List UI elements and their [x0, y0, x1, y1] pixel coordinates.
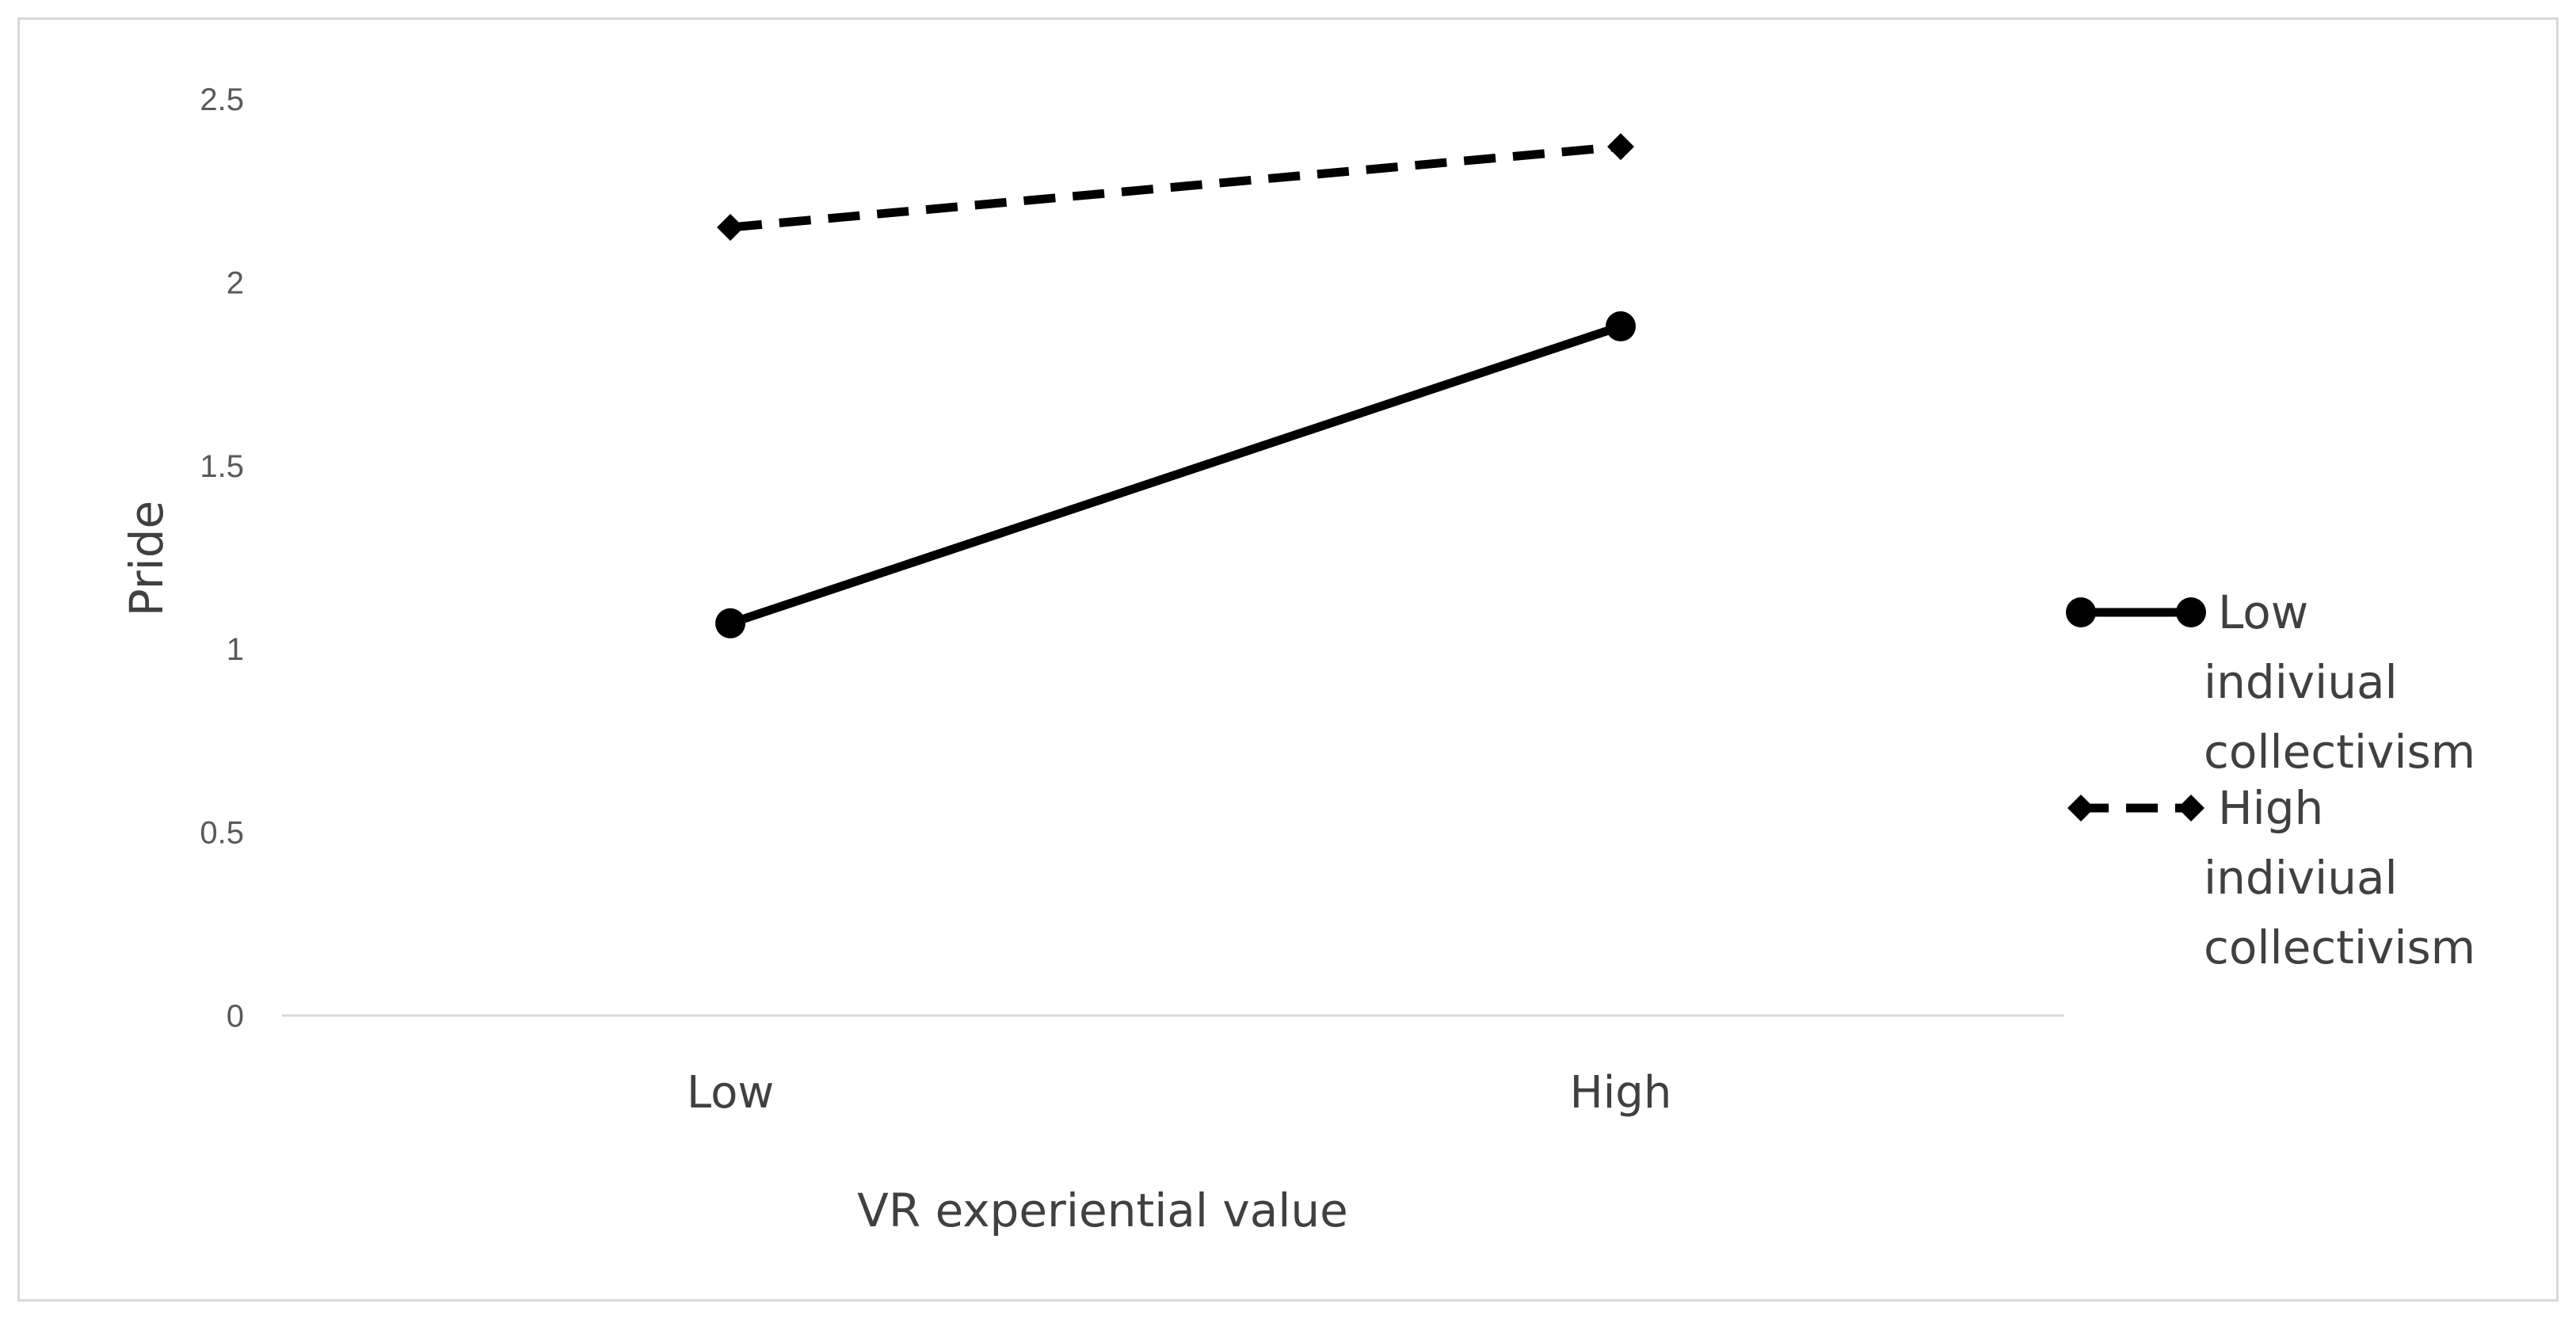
data-point — [1607, 133, 1634, 160]
legend-label: indiviual — [2204, 851, 2398, 905]
legend: LowindiviualcollectivismHighindiviualcol… — [2066, 585, 2475, 974]
y-axis-title: Pride — [120, 501, 173, 616]
legend-label: collectivism — [2204, 921, 2475, 974]
x-tick-label: Low — [687, 1067, 774, 1119]
data-point — [715, 608, 745, 639]
y-tick-label: 1.5 — [200, 449, 244, 484]
legend-item: Low indiviual collectivism — [2066, 585, 2475, 779]
legend-label: Low — [2218, 585, 2308, 639]
legend-marker — [2178, 795, 2204, 822]
series-layer — [715, 133, 1636, 639]
x-tick-label: High — [1570, 1067, 1672, 1119]
data-point — [717, 214, 744, 241]
legend-item: High indiviual collectivism — [2067, 781, 2475, 974]
legend-marker — [2066, 597, 2096, 627]
series-line — [730, 326, 1621, 623]
series-1 — [715, 311, 1636, 639]
y-axis-ticks: 0 0.5 1 1.5 2 2.5 — [200, 82, 244, 1034]
y-tick-label: 2 — [227, 265, 244, 300]
y-tick-label: 0 — [227, 999, 244, 1034]
data-point — [1606, 311, 1636, 341]
y-tick-label: 1 — [227, 632, 244, 667]
series-2 — [717, 133, 1634, 241]
y-tick-label: 2.5 — [200, 82, 244, 117]
legend-label: indiviual — [2204, 655, 2398, 709]
legend-label: High — [2218, 781, 2323, 835]
x-axis-ticks: Low High — [687, 1067, 1672, 1119]
y-tick-label: 0.5 — [200, 816, 244, 851]
legend-label: collectivism — [2204, 725, 2475, 779]
legend-marker — [2176, 597, 2206, 627]
series-line — [730, 147, 1621, 227]
x-axis-title: VR experiential value — [857, 1184, 1348, 1237]
legend-marker — [2067, 795, 2094, 822]
